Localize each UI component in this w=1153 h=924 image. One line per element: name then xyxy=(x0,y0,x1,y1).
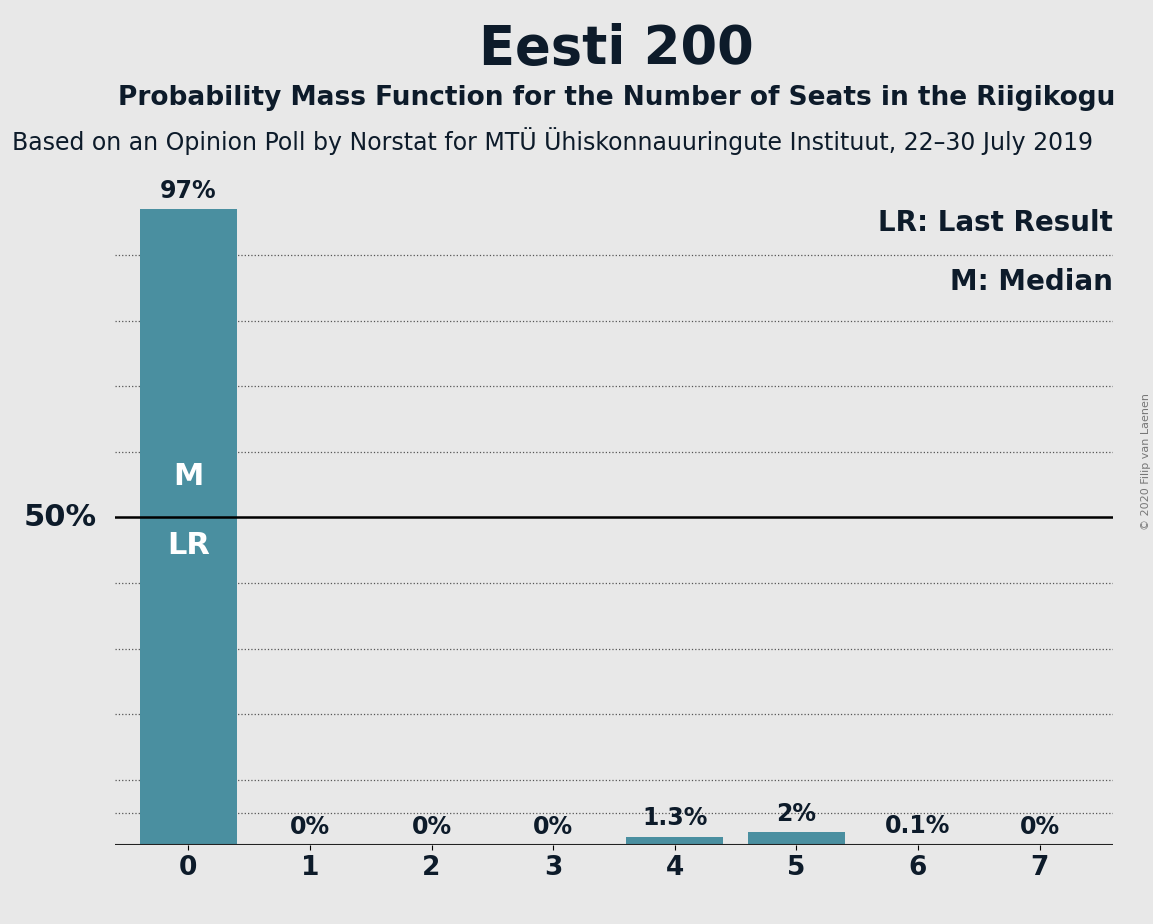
Text: Probability Mass Function for the Number of Seats in the Riigikogu: Probability Mass Function for the Number… xyxy=(118,85,1116,111)
Text: 1.3%: 1.3% xyxy=(642,807,708,831)
Text: Eesti 200: Eesti 200 xyxy=(480,23,754,75)
Bar xyxy=(748,833,845,845)
Bar xyxy=(626,837,723,845)
Text: M: M xyxy=(173,462,203,492)
Bar xyxy=(140,209,236,845)
Text: 50%: 50% xyxy=(24,503,97,532)
Text: 0.1%: 0.1% xyxy=(886,814,951,838)
Text: © 2020 Filip van Laenen: © 2020 Filip van Laenen xyxy=(1140,394,1151,530)
Text: M: Median: M: Median xyxy=(950,268,1113,297)
Text: Based on an Opinion Poll by Norstat for MTÜ Ühiskonnauuringute Instituut, 22–30 : Based on an Opinion Poll by Norstat for … xyxy=(12,128,1093,155)
Text: LR: Last Result: LR: Last Result xyxy=(877,209,1113,237)
Text: LR: LR xyxy=(167,530,210,560)
Text: 0%: 0% xyxy=(1019,815,1060,839)
Text: 0%: 0% xyxy=(289,815,330,839)
Text: 0%: 0% xyxy=(533,815,573,839)
Text: 97%: 97% xyxy=(160,178,217,202)
Text: 0%: 0% xyxy=(412,815,452,839)
Text: 2%: 2% xyxy=(776,802,816,826)
